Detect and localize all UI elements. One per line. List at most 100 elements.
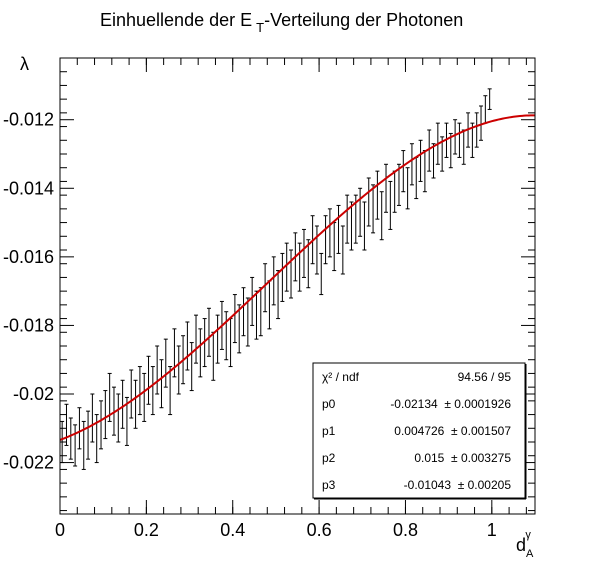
x-axis-label-sup: γ bbox=[525, 529, 531, 541]
data-point bbox=[254, 290, 259, 340]
data-point bbox=[289, 249, 294, 299]
data-point bbox=[120, 379, 125, 429]
data-point bbox=[185, 321, 190, 371]
data-point bbox=[267, 280, 272, 330]
x-tick-label: 0.2 bbox=[134, 520, 159, 540]
data-point bbox=[427, 129, 432, 172]
data-point bbox=[133, 379, 138, 429]
data-point bbox=[228, 318, 233, 368]
data-point bbox=[258, 287, 263, 337]
stats-value-p3: -0.01043 ± 0.00205 bbox=[404, 478, 512, 492]
data-point bbox=[336, 204, 341, 254]
data-point bbox=[276, 270, 281, 320]
x-tick-label: 0 bbox=[55, 520, 65, 540]
data-point bbox=[280, 252, 285, 302]
data-point bbox=[301, 228, 306, 278]
data-point bbox=[422, 150, 427, 193]
data-point bbox=[371, 184, 376, 234]
data-point bbox=[358, 187, 363, 237]
data-point bbox=[375, 170, 380, 220]
stats-box-frame bbox=[312, 362, 526, 499]
fit-stats-box: χ² / ndf 94.56 / 95 p0 -0.02134 ± 0.0001… bbox=[312, 362, 527, 500]
stats-label-p2: p2 bbox=[322, 451, 336, 465]
data-point bbox=[461, 129, 466, 165]
data-point bbox=[77, 407, 82, 450]
data-point bbox=[250, 276, 255, 326]
data-point bbox=[431, 143, 436, 179]
data-point bbox=[232, 294, 237, 344]
x-tick-label: 1 bbox=[487, 520, 497, 540]
plot-frame bbox=[59, 57, 536, 515]
data-point bbox=[172, 328, 177, 378]
stats-value-p0: -0.02134 ± 0.0001926 bbox=[390, 397, 511, 411]
data-point bbox=[263, 263, 268, 313]
data-point bbox=[163, 338, 168, 388]
x-tick-label: 0.8 bbox=[393, 520, 418, 540]
data-point bbox=[211, 331, 216, 381]
data-point bbox=[396, 163, 401, 206]
data-point bbox=[487, 88, 492, 110]
data-point bbox=[224, 311, 229, 361]
data-point bbox=[176, 345, 181, 395]
data-point bbox=[345, 194, 350, 244]
data-point bbox=[60, 420, 65, 464]
y-tick-label: -0.018 bbox=[3, 315, 54, 335]
data-point bbox=[73, 424, 78, 467]
data-point bbox=[418, 139, 423, 182]
data-point bbox=[198, 328, 203, 378]
data-point bbox=[86, 410, 91, 460]
data-point bbox=[414, 156, 419, 200]
y-tick-label: -0.012 bbox=[3, 110, 54, 130]
stats-value-chi2: 94.56 / 95 bbox=[458, 370, 512, 384]
y-tick-label: -0.02 bbox=[13, 384, 54, 404]
data-point bbox=[470, 122, 475, 158]
data-point bbox=[215, 314, 220, 364]
data-point bbox=[479, 105, 484, 141]
x-axis-label-main: d bbox=[516, 535, 526, 555]
data-point bbox=[107, 372, 112, 422]
data-point bbox=[323, 215, 328, 265]
data-point bbox=[168, 366, 173, 416]
data-point bbox=[237, 304, 242, 354]
data-point bbox=[206, 307, 211, 357]
data-point bbox=[453, 119, 458, 155]
data-point bbox=[409, 143, 414, 186]
data-point bbox=[124, 396, 129, 446]
fit-curve bbox=[59, 114, 536, 441]
data-point bbox=[150, 366, 155, 416]
data-point bbox=[483, 95, 488, 124]
data-point bbox=[245, 297, 250, 347]
stats-label-p1: p1 bbox=[322, 424, 336, 438]
data-point bbox=[340, 225, 345, 275]
stats-value-p1: 0.004726 ± 0.001507 bbox=[394, 424, 511, 438]
data-point bbox=[384, 163, 389, 213]
y-axis-label: λ bbox=[20, 54, 29, 74]
chart-title-rest: -Verteilung der Photonen bbox=[264, 10, 463, 30]
data-point bbox=[155, 345, 160, 395]
x-axis-label-sub: A bbox=[526, 548, 534, 560]
y-tick-label: -0.014 bbox=[3, 178, 54, 198]
y-tick-label: -0.022 bbox=[3, 453, 54, 473]
data-point bbox=[388, 180, 393, 230]
data-point bbox=[111, 386, 116, 436]
data-point bbox=[405, 167, 410, 210]
chart-title-main: Einhuellende der E bbox=[100, 10, 252, 30]
data-point bbox=[392, 170, 397, 213]
data-points bbox=[60, 88, 492, 470]
data-point bbox=[99, 400, 104, 450]
data-point bbox=[349, 201, 354, 251]
data-point bbox=[129, 369, 134, 419]
data-point bbox=[297, 242, 302, 292]
data-point bbox=[457, 122, 462, 158]
data-point bbox=[332, 222, 337, 272]
data-point bbox=[68, 417, 73, 460]
data-point bbox=[401, 150, 406, 193]
data-point bbox=[159, 359, 164, 409]
data-point bbox=[362, 201, 367, 251]
data-point bbox=[146, 355, 151, 405]
y-tick-label: -0.016 bbox=[3, 247, 54, 267]
chart-title-subscript: T bbox=[256, 20, 264, 35]
data-point bbox=[116, 393, 121, 443]
